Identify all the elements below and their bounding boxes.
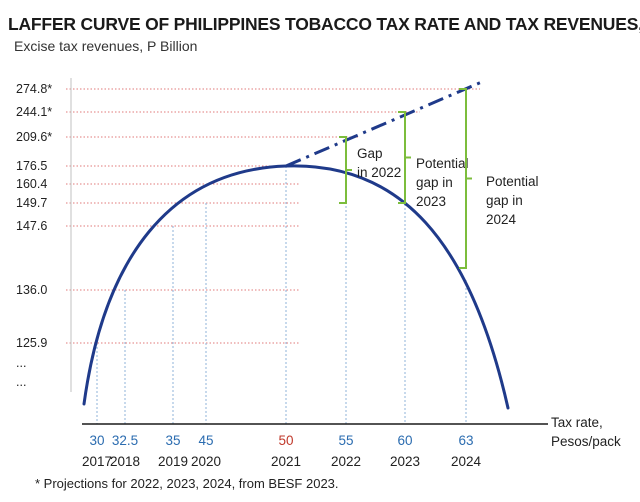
y-tick-label: ... [16,375,26,389]
year-label: 2022 [331,454,361,469]
rate-label: 35 [165,433,180,448]
year-label: 2017 [82,454,112,469]
rate-label: 50 [278,433,293,448]
reference-lines [66,88,480,344]
gap-label: Gap in 2022 [357,146,401,180]
rate-label: 55 [338,433,353,448]
gap-label: Potential gap in 2024 [486,174,539,227]
gap-brackets: Gap in 2022 Potential gap in 2023 Potential ga… [339,88,539,269]
y-tick-labels: 274.8* 244.1* 209.6* 176.5 160.4 149.7 147.6 13… [16,82,52,389]
rate-label: 30 [89,433,104,448]
y-tick-label: 244.1* [16,105,52,119]
footnote: * Projections for 2022, 2023, 2024, from… [35,476,339,491]
y-tick-label: 176.5 [16,159,47,173]
y-tick-label: 125.9 [16,336,47,350]
chart-title: LAFFER CURVE OF PHILIPPINES TOBACCO TAX … [8,14,640,34]
y-tick-label: 136.0 [16,283,47,297]
x-axis-title: Tax rate, Pesos/pack [551,415,621,449]
gap-label: Potential gap in 2023 [416,156,469,209]
y-tick-label: 209.6* [16,130,52,144]
projection-line [285,79,485,168]
y-axis-title: Excise tax revenues, P Billion [14,38,197,54]
y-tick-label: 147.6 [16,219,47,233]
y-tick-label: 160.4 [16,177,47,191]
y-tick-label: 274.8* [16,82,52,96]
y-tick-label: ... [16,356,26,370]
gap-bracket [398,111,406,204]
year-label: 2023 [390,454,420,469]
year-label: 2019 [158,454,188,469]
year-label: 2020 [191,454,221,469]
year-label: 2018 [110,454,140,469]
rate-label: 63 [458,433,473,448]
rate-label: 32.5 [112,433,138,448]
rate-labels: 30 32.5 35 45 50 55 60 63 [89,433,473,448]
guide-lines [96,166,467,424]
rate-label: 60 [397,433,412,448]
year-label: 2021 [271,454,301,469]
y-tick-label: 149.7 [16,196,47,210]
year-label: 2024 [451,454,482,469]
rate-label: 45 [198,433,213,448]
gap-bracket [459,88,467,269]
